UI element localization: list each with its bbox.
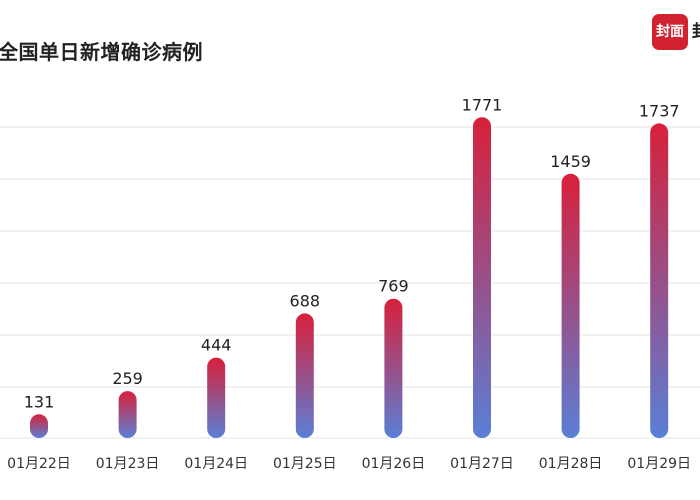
bar — [473, 117, 491, 438]
x-tick-label: 01月29日 — [627, 456, 691, 472]
value-label: 444 — [201, 336, 232, 355]
x-tick-label: 01月25日 — [273, 456, 337, 472]
bar — [207, 357, 226, 438]
value-label: 1737 — [639, 101, 680, 120]
value-label: 1771 — [462, 95, 503, 114]
value-label: 1459 — [550, 152, 591, 171]
x-tick-label: 01月22日 — [7, 456, 71, 472]
x-tick-label: 01月28日 — [539, 456, 603, 472]
value-label: 131 — [24, 392, 55, 411]
bar — [561, 173, 580, 438]
x-tick-label: 01月23日 — [96, 456, 160, 472]
x-tick-label: 01月24日 — [184, 456, 248, 472]
value-label: 769 — [378, 277, 409, 296]
bars — [30, 117, 669, 438]
grid-lines — [0, 126, 700, 439]
x-tick-label: 01月27日 — [450, 456, 514, 472]
bar — [118, 391, 137, 438]
value-label: 688 — [290, 291, 321, 310]
value-label: 259 — [112, 369, 143, 388]
bar — [295, 313, 314, 438]
value-labels: 131 259 444 688 769 1771 1459 1737 — [24, 95, 680, 411]
bar — [650, 123, 669, 438]
logo-text-partial: 封 — [692, 22, 700, 42]
bar — [30, 414, 48, 438]
x-axis-labels: 01月22日 01月23日 01月24日 01月25日 01月26日 01月27日 01月2… — [7, 456, 691, 472]
chart-title: 全国单日新增确诊病例 — [0, 40, 203, 64]
x-tick-label: 01月26日 — [362, 456, 426, 472]
bar — [384, 298, 403, 438]
fengmian-logo: 封面 — [652, 14, 688, 50]
